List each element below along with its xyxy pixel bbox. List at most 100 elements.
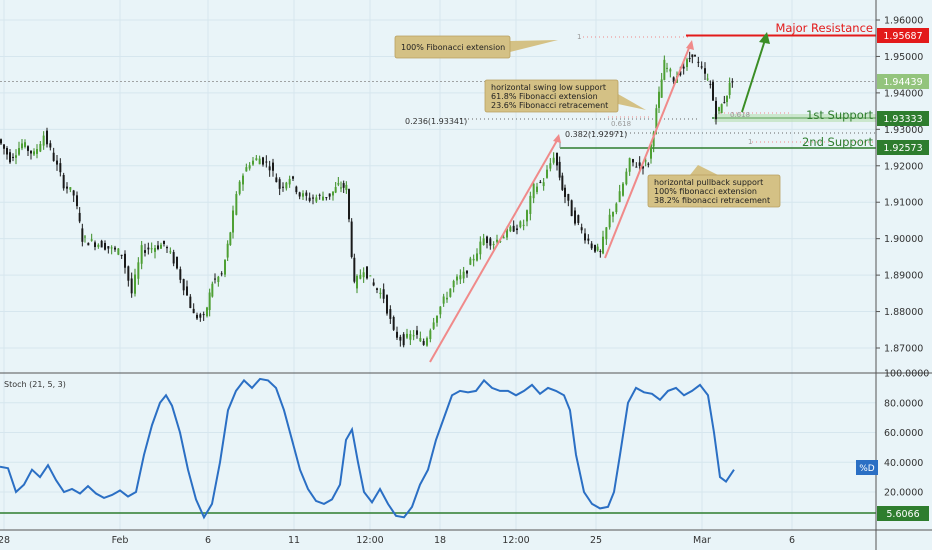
- price-label-current-bg: [877, 74, 929, 89]
- candle-body: [516, 228, 518, 231]
- candle-body: [618, 191, 621, 203]
- fib-236-label: 0.236(1.93341): [405, 117, 467, 126]
- candle-body: [608, 214, 611, 228]
- candle-body: [522, 224, 525, 226]
- candle-body: [6, 148, 8, 155]
- candle-body: [114, 247, 116, 250]
- candle-body: [39, 143, 42, 152]
- candle-body: [278, 179, 281, 189]
- candle-body: [15, 155, 17, 158]
- candle-body: [202, 314, 205, 316]
- candle-body: [476, 253, 478, 261]
- candle-body: [542, 182, 545, 187]
- candle-body: [353, 257, 356, 282]
- candle-body: [27, 146, 29, 151]
- candle-body: [288, 178, 291, 185]
- candle-body: [392, 317, 395, 330]
- candle-body: [628, 158, 631, 172]
- candle-body: [605, 227, 608, 240]
- candle-body: [509, 226, 512, 232]
- candle-body: [723, 102, 726, 104]
- candle-body: [660, 79, 663, 98]
- candle-body: [46, 130, 48, 145]
- candle-body: [459, 275, 462, 280]
- candle-body: [66, 186, 68, 189]
- candle-body: [691, 54, 694, 58]
- candle-body: [456, 276, 458, 281]
- candle-body: [359, 274, 362, 279]
- price-tick-label: 1.87000: [884, 344, 923, 355]
- candle-body: [196, 314, 198, 319]
- price-tick-label: 1.90000: [884, 234, 923, 245]
- candle-body: [348, 189, 350, 220]
- candle-body: [602, 236, 604, 254]
- candle-body: [570, 200, 573, 217]
- candle-body: [599, 251, 602, 253]
- candle-body: [726, 95, 728, 103]
- price-label-current-text: 1.94439: [883, 77, 922, 88]
- stoch-title: Stoch (21, 5, 3): [4, 380, 66, 389]
- candle-body: [389, 309, 392, 319]
- candle-body: [84, 236, 86, 238]
- candle-body: [549, 163, 552, 169]
- price-label-first-support-text: 1.93333: [883, 114, 922, 125]
- candle-body: [298, 192, 301, 197]
- candle-body: [186, 286, 188, 296]
- candle-body: [154, 248, 156, 252]
- candle-body: [539, 181, 542, 183]
- candle-body: [529, 195, 532, 214]
- candle-body: [369, 275, 372, 277]
- candle-body: [596, 246, 599, 251]
- candle-body: [176, 256, 178, 269]
- candle-body: [248, 165, 251, 169]
- candle-body: [268, 166, 271, 171]
- candle-body: [499, 240, 502, 242]
- candle-body: [56, 160, 58, 165]
- candle-body: [150, 248, 153, 250]
- candle-body: [172, 252, 175, 264]
- candle-body: [694, 55, 696, 57]
- candle-body: [366, 266, 368, 279]
- candle-body: [429, 330, 432, 340]
- candle-body: [107, 246, 110, 249]
- price-tick-label: 1.89000: [884, 271, 923, 282]
- candle-body: [245, 167, 248, 172]
- candle-body: [76, 195, 78, 207]
- candle-body: [100, 240, 103, 248]
- price-label-first-support-bg: [877, 111, 929, 126]
- candle-body: [399, 336, 402, 341]
- candle-body: [117, 248, 120, 255]
- candle-body: [362, 272, 365, 278]
- fib-618b-label: 0.618: [730, 111, 750, 119]
- candle-body: [21, 143, 23, 149]
- candle-body: [87, 242, 90, 246]
- price-tick-label: 1.94000: [884, 88, 923, 99]
- first-support-title: 1st Support: [806, 108, 873, 122]
- candle-body: [426, 338, 428, 346]
- candle-body: [157, 245, 159, 250]
- price-tick-label: 1.88000: [884, 307, 923, 318]
- candle-body: [9, 152, 11, 163]
- candle-body: [526, 210, 528, 222]
- candle-body: [720, 104, 723, 114]
- candle-body: [386, 295, 388, 314]
- candle-body: [81, 228, 84, 242]
- candle-body: [712, 82, 714, 101]
- x-tick-label: 6: [205, 535, 211, 546]
- candle-body: [635, 166, 638, 168]
- price-label-stoch-k-bg: [856, 460, 878, 475]
- candle-body: [242, 175, 244, 185]
- candle-body: [69, 187, 72, 190]
- candle-body: [308, 197, 311, 201]
- candle-body: [42, 135, 45, 146]
- candle-body: [652, 132, 655, 147]
- candle-body: [718, 107, 720, 112]
- candle-body: [332, 191, 334, 196]
- fib-1-label: 1: [577, 33, 581, 41]
- candle-body: [546, 169, 548, 178]
- candle-body: [382, 289, 385, 299]
- candle-body: [214, 278, 216, 280]
- candle-body: [469, 258, 472, 265]
- candle-body: [700, 66, 703, 68]
- candle-body: [3, 144, 5, 149]
